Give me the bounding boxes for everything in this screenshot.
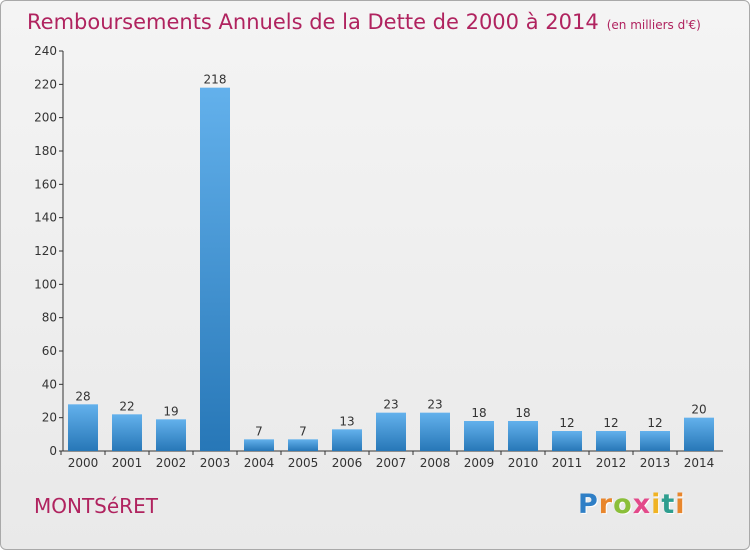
proxiti-logo: Proxiti — [578, 489, 686, 520]
logo-letter: t — [661, 489, 676, 520]
bar-value-label: 12 — [559, 416, 574, 430]
bar-value-label: 18 — [515, 406, 530, 420]
chart-title-text: Remboursements Annuels de la Dette de 20… — [27, 10, 599, 34]
bar-value-label: 7 — [255, 424, 263, 438]
logo-letter: o — [613, 489, 633, 520]
bar-value-label: 18 — [471, 406, 486, 420]
bar — [112, 414, 142, 451]
y-tick-label: 220 — [34, 77, 57, 91]
chart-subtitle: (en milliers d'€) — [606, 18, 701, 32]
bar-value-label: 7 — [299, 424, 307, 438]
y-tick-label: 240 — [34, 44, 57, 58]
axes: 0 20 40 60 80 100 120 140 160 180 200 220 240 — [34, 44, 723, 458]
bar — [420, 412, 450, 451]
x-tick-label: 2007 — [376, 456, 407, 470]
x-tick-label: 2005 — [288, 456, 319, 470]
bar-value-label: 19 — [163, 404, 178, 418]
bars: 28 2000 22 2001 19 2002 218 2003 7 2004 7 2005 13 200… — [60, 73, 715, 470]
x-tick-label: 2013 — [640, 456, 671, 470]
bar-value-label: 13 — [339, 414, 354, 428]
x-tick-label: 2003 — [200, 456, 231, 470]
logo-letter: x — [632, 489, 652, 520]
x-tick-label: 2000 — [68, 456, 99, 470]
bar — [552, 431, 582, 451]
y-tick-label: 160 — [34, 177, 57, 191]
x-tick-label: 2011 — [552, 456, 583, 470]
bar — [332, 429, 362, 451]
x-tick-label: 2001 — [112, 456, 143, 470]
x-tick-label: 2014 — [684, 456, 715, 470]
bar — [156, 419, 186, 451]
bar — [464, 421, 494, 451]
bar-value-label: 23 — [383, 398, 398, 412]
y-tick-label: 0 — [49, 444, 57, 458]
bar-value-label: 23 — [427, 398, 442, 412]
bar — [376, 412, 406, 451]
chart-title: Remboursements Annuels de la Dette de 20… — [27, 10, 701, 34]
bar-value-label: 28 — [75, 389, 90, 403]
x-tick-label: 2008 — [420, 456, 451, 470]
town-name: MONTSéRET — [34, 494, 158, 518]
logo-letter: i — [651, 489, 662, 520]
bar — [288, 439, 318, 451]
x-tick-label: 2009 — [464, 456, 495, 470]
bar — [684, 417, 714, 451]
x-tick-label: 2012 — [596, 456, 627, 470]
x-tick-label: 2004 — [244, 456, 275, 470]
bar — [244, 439, 274, 451]
bar — [596, 431, 626, 451]
logo-letter: i — [675, 489, 686, 520]
bar — [640, 431, 670, 451]
bar-value-label: 20 — [691, 403, 706, 417]
y-tick-label: 200 — [34, 111, 57, 125]
y-tick-label: 180 — [34, 144, 57, 158]
x-tick-label: 2010 — [508, 456, 539, 470]
logo-letter: r — [598, 489, 614, 520]
y-tick-label: 40 — [42, 377, 57, 391]
y-tick-label: 60 — [42, 344, 57, 358]
logo-letter: P — [578, 489, 599, 520]
y-tick-label: 100 — [34, 277, 57, 291]
bar-value-label: 12 — [647, 416, 662, 430]
bar — [508, 421, 538, 451]
y-tick-label: 120 — [34, 244, 57, 258]
bar — [68, 404, 98, 451]
bar-value-label: 218 — [204, 73, 227, 87]
bar-value-label: 22 — [119, 399, 134, 413]
y-tick-label: 140 — [34, 211, 57, 225]
bar-value-label: 12 — [603, 416, 618, 430]
x-tick-label: 2006 — [332, 456, 363, 470]
x-tick-label: 2002 — [156, 456, 187, 470]
y-tick-label: 80 — [42, 311, 57, 325]
bar — [200, 87, 230, 452]
y-tick-label: 20 — [42, 411, 57, 425]
